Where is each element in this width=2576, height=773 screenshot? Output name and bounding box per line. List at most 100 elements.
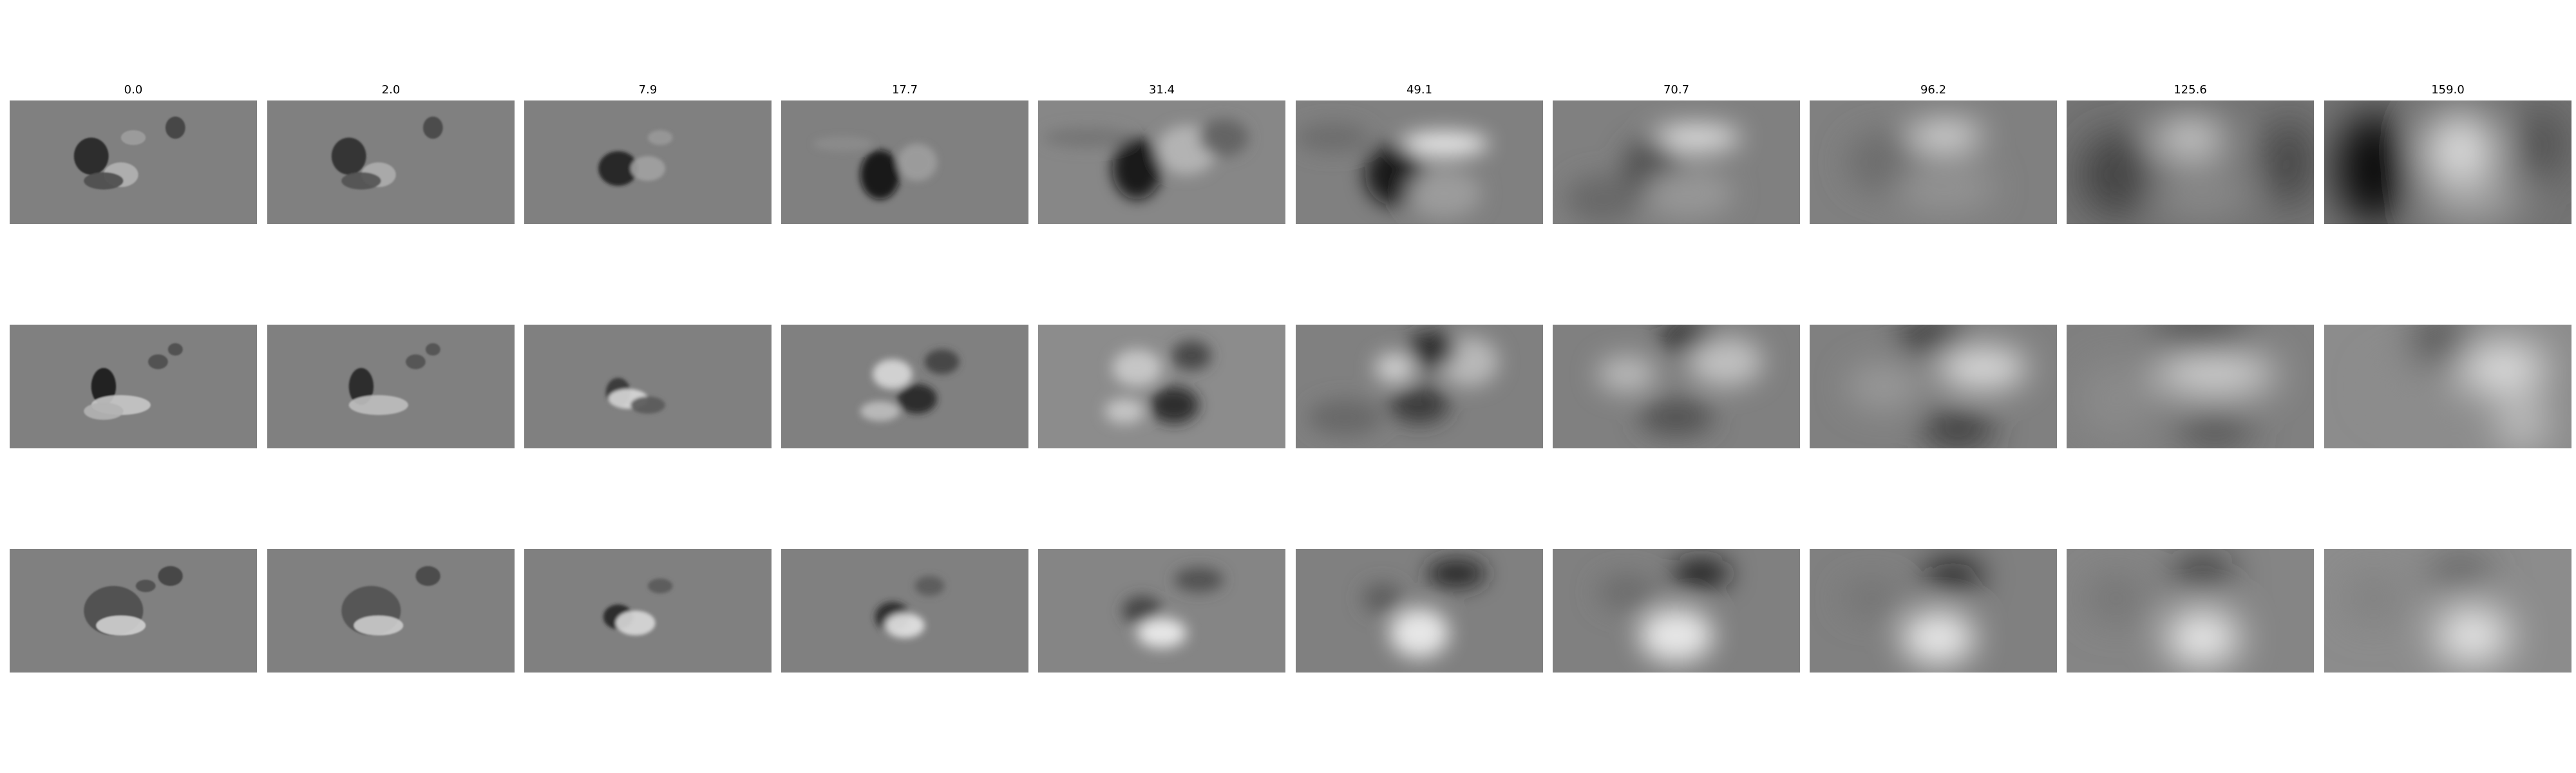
intensity-feature xyxy=(1689,337,1763,386)
intensity-feature xyxy=(168,343,183,356)
panel-image xyxy=(1296,100,1543,224)
intensity-feature xyxy=(1171,341,1211,370)
intensity-feature xyxy=(1901,611,1975,665)
intensity-feature xyxy=(415,566,440,586)
intensity-feature xyxy=(1112,349,1162,386)
panel-image xyxy=(1296,325,1543,448)
image-panel xyxy=(2067,549,2314,673)
image-panel xyxy=(781,325,1028,448)
intensity-feature xyxy=(925,349,960,374)
intensity-feature xyxy=(349,395,408,415)
panel-background xyxy=(10,325,257,448)
intensity-feature xyxy=(2264,119,2314,205)
image-panel xyxy=(1038,549,1285,673)
intensity-feature xyxy=(1671,558,1730,588)
intensity-feature xyxy=(2430,558,2490,588)
panel-background xyxy=(267,325,515,448)
panel-image xyxy=(267,549,515,673)
intensity-feature xyxy=(2166,611,2240,665)
image-panel xyxy=(1553,100,1800,224)
image-panel xyxy=(10,325,257,448)
image-panel xyxy=(267,549,515,673)
intensity-feature xyxy=(1847,362,1921,412)
intensity-feature xyxy=(2153,356,2277,393)
image-panel xyxy=(781,100,1028,224)
panel-image xyxy=(10,325,257,448)
intensity-feature xyxy=(1043,128,1132,148)
panel-image xyxy=(781,325,1028,448)
image-panel xyxy=(267,325,515,448)
image-panel xyxy=(10,100,257,224)
intensity-feature xyxy=(2374,362,2448,412)
intensity-feature xyxy=(1407,169,1481,218)
intensity-feature xyxy=(84,172,123,189)
intensity-feature xyxy=(1199,119,1249,157)
image-panel xyxy=(2067,325,2314,448)
intensity-feature xyxy=(1842,580,1901,617)
intensity-feature xyxy=(813,137,873,151)
intensity-feature xyxy=(1896,162,1995,212)
image-panel xyxy=(1810,325,2057,448)
intensity-feature xyxy=(885,613,924,638)
panel-background xyxy=(524,549,772,673)
intensity-feature xyxy=(648,130,672,145)
intensity-feature xyxy=(166,117,185,139)
intensity-feature xyxy=(96,616,146,636)
image-panel xyxy=(1038,325,1285,448)
intensity-feature xyxy=(1407,331,1457,368)
intensity-feature xyxy=(2153,123,2227,153)
image-panel xyxy=(524,549,772,673)
column-title: 2.0 xyxy=(267,84,515,97)
intensity-feature xyxy=(1112,138,1162,200)
panel-image xyxy=(1038,549,1285,673)
intensity-feature xyxy=(1938,346,2027,390)
intensity-feature xyxy=(1909,123,1983,148)
column-title: 96.2 xyxy=(1810,84,2057,97)
intensity-feature xyxy=(148,354,168,369)
intensity-feature xyxy=(860,150,900,200)
intensity-feature xyxy=(1427,558,1486,588)
intensity-feature xyxy=(1390,608,1449,658)
intensity-feature xyxy=(1308,399,1382,436)
intensity-feature xyxy=(860,401,900,421)
image-panel xyxy=(1553,325,1800,448)
panel-background xyxy=(10,100,257,224)
intensity-feature xyxy=(2336,113,2410,224)
panel-image xyxy=(1810,549,2057,673)
intensity-feature xyxy=(2173,558,2232,588)
intensity-feature xyxy=(2153,169,2252,218)
intensity-feature xyxy=(2423,175,2523,224)
intensity-feature xyxy=(2087,573,2146,623)
image-panel xyxy=(2067,100,2314,224)
intensity-feature xyxy=(121,130,146,145)
intensity-feature xyxy=(630,396,665,414)
panel-image xyxy=(1810,325,2057,448)
intensity-feature xyxy=(914,576,944,596)
intensity-feature xyxy=(1597,356,1656,393)
image-panel xyxy=(781,549,1028,673)
intensity-feature xyxy=(1105,399,1144,423)
panel-image xyxy=(1553,100,1800,224)
intensity-feature xyxy=(2344,573,2403,623)
panel-image xyxy=(2067,100,2314,224)
intensity-feature xyxy=(1390,386,1449,424)
panel-image xyxy=(2067,549,2314,673)
intensity-feature xyxy=(1375,353,1414,383)
column-title: 70.7 xyxy=(1553,84,1800,97)
column-title: 31.4 xyxy=(1038,84,1285,97)
image-panel xyxy=(267,100,515,224)
panel-image xyxy=(10,549,257,673)
intensity-feature xyxy=(1150,386,1199,424)
image-panel xyxy=(1296,325,1543,448)
panel-image xyxy=(2324,549,2571,673)
panel-background xyxy=(267,100,515,224)
image-panel xyxy=(1038,100,1285,224)
image-panel xyxy=(1810,100,2057,224)
column-title: 125.6 xyxy=(2067,84,2314,97)
intensity-feature xyxy=(136,580,156,592)
intensity-feature xyxy=(1639,399,1713,436)
intensity-feature xyxy=(354,616,403,636)
intensity-feature xyxy=(616,611,655,635)
intensity-feature xyxy=(1137,618,1187,648)
